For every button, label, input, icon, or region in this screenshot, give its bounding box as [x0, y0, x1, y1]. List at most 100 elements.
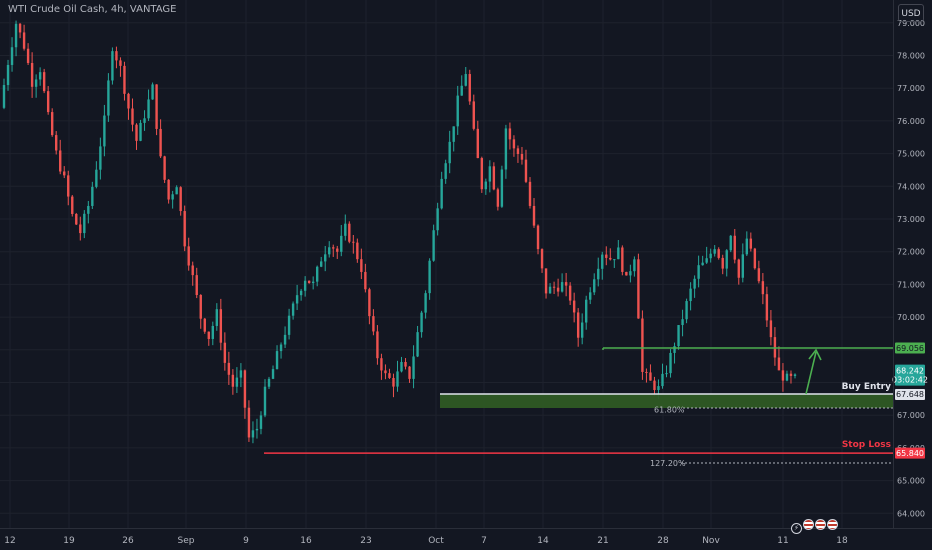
y-tick-label: 65.000	[897, 477, 925, 486]
entry-price-tag: 67.648	[896, 390, 924, 399]
candle-body	[589, 292, 592, 300]
candle-body	[629, 271, 632, 276]
candle-body	[621, 247, 624, 272]
candle-body	[203, 318, 206, 332]
candle-body	[576, 312, 580, 338]
candle-body	[733, 235, 736, 260]
candle-body	[785, 373, 789, 381]
x-tick-label: 21	[597, 536, 608, 546]
candle-body	[107, 80, 110, 116]
candle-body	[303, 280, 307, 291]
candle-body	[360, 259, 363, 272]
candle-body	[516, 148, 520, 155]
candle-body	[332, 247, 335, 249]
candle-body	[420, 312, 423, 333]
y-tick-label: 64.000	[897, 509, 925, 518]
us-flag-icon[interactable]	[815, 519, 826, 530]
candle-body	[464, 74, 467, 86]
candle-body	[412, 356, 415, 379]
candle-body	[348, 223, 351, 242]
candle-body	[235, 377, 239, 387]
us-flag-icon[interactable]	[827, 519, 838, 530]
y-tick-label: 73.000	[897, 215, 925, 224]
candle-body	[693, 278, 696, 289]
candle-body	[267, 378, 271, 387]
candle-body	[468, 74, 471, 102]
candle-body	[444, 163, 447, 179]
countdown-label: 03:02:42	[892, 376, 928, 385]
candle-body	[713, 249, 716, 254]
stop-price-tag-bg	[895, 447, 925, 459]
candle-body	[223, 342, 227, 363]
candle-body	[512, 139, 516, 149]
candle-body	[749, 238, 753, 249]
candle-body	[368, 289, 371, 317]
candle-body	[22, 32, 26, 49]
candle-body	[508, 128, 512, 140]
candle-body	[127, 93, 130, 109]
candle-body	[356, 242, 359, 260]
candle-body	[83, 213, 86, 234]
candle-body	[63, 171, 66, 176]
candle-body	[396, 371, 399, 387]
candle-body	[609, 257, 612, 260]
candle-body	[649, 372, 652, 381]
candle-body	[613, 259, 616, 261]
candle-body	[255, 428, 259, 431]
x-tick-label: 18	[836, 536, 848, 546]
candle-body	[665, 373, 668, 375]
candle-body	[552, 286, 556, 288]
candle-body	[279, 344, 283, 352]
candle-body	[685, 301, 688, 320]
x-tick-label: 16	[300, 536, 312, 546]
lightning-icon[interactable]: ⚡	[791, 523, 802, 534]
candle-body	[544, 268, 548, 294]
candle-body	[135, 124, 138, 141]
candle-body	[737, 259, 740, 278]
candle-body	[384, 370, 387, 374]
y-tick-label: 79.000	[897, 19, 925, 28]
x-tick-label: 11	[777, 536, 788, 546]
candle-body	[283, 334, 287, 345]
candle-body	[661, 373, 664, 387]
x-tick-label: Sep	[178, 536, 195, 546]
candle-body	[657, 386, 660, 391]
candle-body	[207, 331, 210, 339]
x-tick-label: Nov	[702, 536, 720, 546]
candle-body	[6, 64, 10, 86]
us-flag-icon[interactable]	[803, 519, 814, 530]
candle-body	[572, 300, 576, 313]
candle-body	[400, 361, 403, 372]
candle-body	[452, 126, 455, 142]
candle-body	[428, 260, 431, 294]
candle-body	[50, 112, 54, 136]
candle-body	[183, 211, 186, 247]
candle-body	[243, 370, 247, 408]
candle-body	[520, 154, 524, 160]
candle-body	[2, 85, 6, 108]
candle-body	[424, 293, 427, 313]
candle-body	[761, 281, 765, 295]
currency-button[interactable]: USD	[898, 4, 924, 22]
candle-body	[597, 268, 600, 280]
candle-body	[263, 386, 267, 416]
candle-body	[139, 122, 142, 141]
candle-body	[247, 407, 251, 438]
candle-body	[291, 303, 295, 316]
y-tick-label: 78.000	[897, 52, 925, 61]
candle-body	[99, 146, 102, 170]
candle-body	[239, 370, 243, 378]
candle-body	[336, 248, 339, 252]
candle-body	[179, 187, 182, 212]
candle-body	[617, 247, 620, 260]
candle-body	[536, 225, 540, 250]
fib-label: 127.20%	[650, 459, 686, 468]
candle-body	[568, 285, 572, 301]
candle-body	[219, 309, 223, 343]
candle-body	[492, 166, 496, 190]
candle-body	[741, 254, 744, 278]
y-tick-label: 70.000	[897, 313, 925, 322]
x-tick-label: 12	[4, 536, 15, 546]
candle-body	[195, 275, 198, 295]
